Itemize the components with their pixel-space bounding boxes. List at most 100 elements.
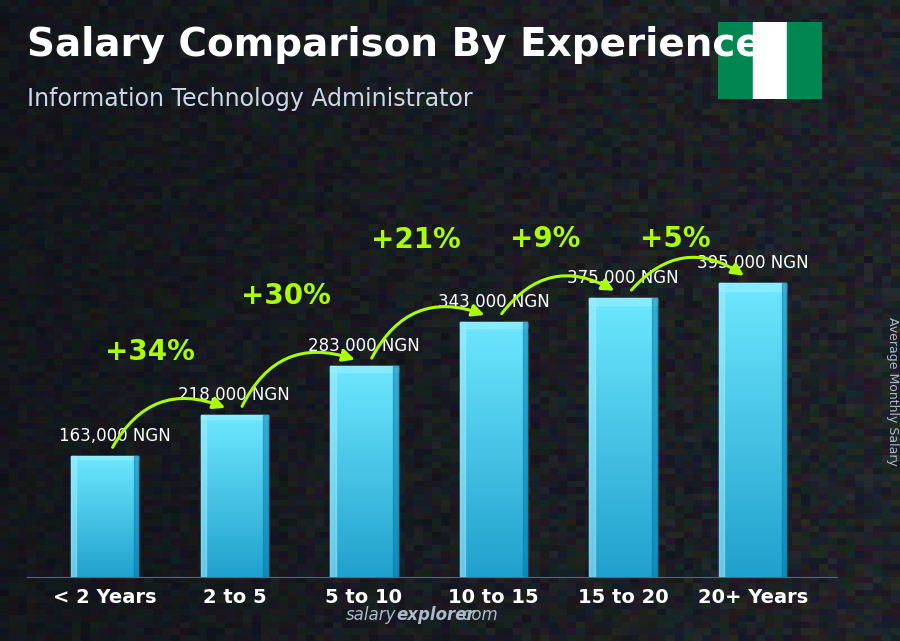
Bar xyxy=(330,485,398,487)
Bar xyxy=(460,379,527,383)
Bar xyxy=(719,485,787,489)
Text: +30%: +30% xyxy=(241,282,331,310)
Bar xyxy=(201,575,268,577)
Bar xyxy=(71,476,139,477)
Bar xyxy=(330,563,398,567)
Bar xyxy=(330,367,336,577)
Bar xyxy=(71,535,139,536)
Bar xyxy=(71,566,139,568)
Bar xyxy=(719,368,787,371)
Bar xyxy=(590,444,657,448)
Bar xyxy=(590,337,657,340)
Bar xyxy=(719,316,787,320)
Bar xyxy=(71,557,139,559)
Bar xyxy=(201,439,268,441)
Bar xyxy=(460,354,527,357)
Bar xyxy=(719,529,787,533)
Bar xyxy=(201,427,268,429)
Bar xyxy=(201,472,268,474)
Bar xyxy=(201,551,268,553)
Bar xyxy=(71,463,139,465)
Bar xyxy=(590,493,657,497)
Bar xyxy=(719,474,787,478)
Bar xyxy=(719,507,787,511)
Bar xyxy=(590,497,657,500)
Bar xyxy=(71,568,139,569)
Bar xyxy=(590,434,657,437)
Bar xyxy=(330,382,398,385)
Bar xyxy=(719,283,787,290)
Bar xyxy=(460,433,527,437)
Bar xyxy=(590,553,657,556)
Bar xyxy=(590,528,657,531)
Bar xyxy=(201,486,268,488)
Bar xyxy=(201,415,268,419)
Bar xyxy=(330,474,398,477)
Bar xyxy=(71,524,139,526)
Bar xyxy=(330,419,398,422)
Bar xyxy=(460,494,527,497)
Bar xyxy=(330,517,398,519)
Bar xyxy=(71,512,139,513)
Bar xyxy=(719,345,787,349)
Bar xyxy=(460,392,527,395)
Bar xyxy=(460,507,527,510)
Bar xyxy=(719,522,787,526)
Bar xyxy=(201,460,268,462)
Bar xyxy=(460,564,527,567)
Bar xyxy=(719,441,787,445)
Bar xyxy=(719,313,787,316)
Bar xyxy=(460,322,527,328)
Bar xyxy=(719,456,787,460)
Bar xyxy=(201,553,268,554)
Bar xyxy=(460,325,527,328)
Bar xyxy=(330,511,398,514)
Bar xyxy=(590,420,657,424)
Bar xyxy=(460,538,527,542)
Bar xyxy=(460,367,527,370)
Bar xyxy=(460,344,527,347)
Bar xyxy=(330,377,398,379)
Bar xyxy=(590,298,657,305)
Bar xyxy=(201,556,268,559)
Bar xyxy=(719,518,787,522)
Bar xyxy=(719,419,787,422)
Bar xyxy=(201,510,268,512)
Bar xyxy=(71,481,139,483)
Bar xyxy=(71,554,139,556)
Bar xyxy=(201,421,268,423)
Bar xyxy=(201,544,268,547)
Bar xyxy=(590,344,657,347)
Bar xyxy=(719,470,787,474)
Bar xyxy=(201,542,268,544)
Bar xyxy=(460,561,527,564)
Bar xyxy=(590,403,657,406)
Bar xyxy=(460,469,527,472)
Bar xyxy=(460,485,527,488)
Bar xyxy=(719,349,787,353)
Bar xyxy=(330,367,398,372)
Bar xyxy=(460,338,527,341)
Bar xyxy=(330,429,398,432)
Bar xyxy=(330,440,398,443)
Bar xyxy=(201,476,268,478)
Bar xyxy=(590,441,657,444)
Bar xyxy=(71,565,139,566)
Bar xyxy=(71,510,139,512)
Bar xyxy=(71,460,139,462)
Bar xyxy=(201,415,206,577)
Bar xyxy=(460,456,527,459)
Bar xyxy=(201,488,268,490)
Bar xyxy=(71,569,139,571)
Text: 395,000 NGN: 395,000 NGN xyxy=(697,254,808,272)
Bar xyxy=(201,524,268,526)
Bar xyxy=(71,478,139,480)
Bar xyxy=(330,532,398,535)
Bar xyxy=(71,515,139,516)
Bar xyxy=(330,393,398,395)
Bar xyxy=(590,361,657,364)
Bar xyxy=(719,301,787,305)
Bar xyxy=(719,503,787,507)
Bar xyxy=(590,521,657,524)
Bar xyxy=(71,538,139,539)
